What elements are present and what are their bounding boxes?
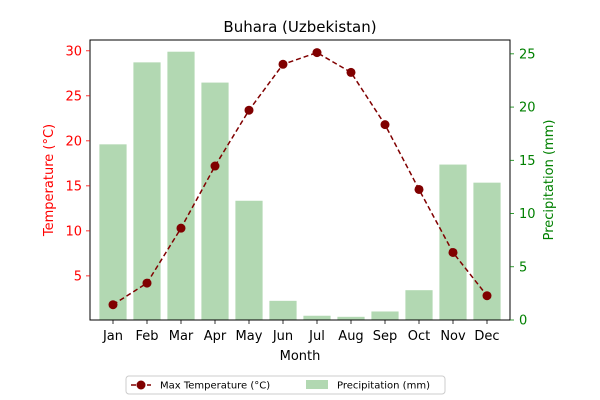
right-tick-label-5: 5 <box>519 260 527 275</box>
precipitation-bar-jun <box>269 300 297 320</box>
x-axis-ticks: Jan Feb Mar Apr May Jun Jul Aug Sep Oct Nov Dec <box>102 320 500 344</box>
precipitation-bar-jan <box>99 144 127 320</box>
x-tick-label-jan: Jan <box>102 329 123 344</box>
temperature-point-may <box>244 105 254 115</box>
x-tick-label-aug: Aug <box>338 329 363 344</box>
precipitation-bar-mar <box>167 51 195 320</box>
temperature-point-aug <box>346 67 356 77</box>
precipitation-bar-nov <box>439 164 467 320</box>
temperature-series-line <box>112 51 488 306</box>
temperature-point-jan <box>108 300 118 310</box>
left-tick-label-30: 30 <box>65 44 82 59</box>
right-axis-ticks: 0 5 10 15 20 25 <box>510 47 536 329</box>
legend: Max Temperature (°C) Precipitation (mm) <box>125 375 446 395</box>
x-tick-label-jun: Jun <box>272 329 293 344</box>
right-tick-label-20: 20 <box>519 101 536 116</box>
precipitation-bar-may <box>235 200 263 320</box>
x-tick-label-may: May <box>236 329 263 344</box>
temperature-point-jun <box>278 59 288 69</box>
left-tick-label-20: 20 <box>65 134 82 149</box>
right-tick-label-15: 15 <box>519 154 536 169</box>
left-tick-label-5: 5 <box>74 269 82 284</box>
x-tick-label-jul: Jul <box>308 329 325 344</box>
precipitation-bar-sep <box>371 311 399 320</box>
chart-title: Buhara (Uzbekistan) <box>223 18 376 36</box>
x-tick-label-dec: Dec <box>474 329 499 344</box>
legend-label-precipitation: Precipitation (mm) <box>337 381 430 392</box>
left-tick-label-25: 25 <box>65 89 82 104</box>
precipitation-bar-oct <box>405 290 433 320</box>
temperature-point-apr <box>210 161 220 171</box>
plot-frame <box>89 39 511 321</box>
right-tick-label-0: 0 <box>519 314 527 329</box>
temperature-point-mar <box>176 223 186 233</box>
temperature-point-dec <box>482 291 492 301</box>
left-axis-ticks: 5 10 15 20 25 30 <box>65 44 90 284</box>
right-tick-label-25: 25 <box>519 47 536 62</box>
x-tick-label-apr: Apr <box>204 329 227 344</box>
legend-patch-precipitation <box>306 380 328 389</box>
precipitation-bar-feb <box>133 62 161 320</box>
precipitation-bars <box>99 51 501 321</box>
x-tick-label-sep: Sep <box>373 329 398 344</box>
precipitation-bar-apr <box>201 82 229 321</box>
temperature-point-jul <box>312 48 322 58</box>
precipitation-bar-aug <box>337 316 365 320</box>
x-axis-label: Month <box>280 349 321 364</box>
left-tick-label-10: 10 <box>65 224 82 239</box>
temperature-point-nov <box>448 247 458 257</box>
temperature-line <box>108 48 492 310</box>
legend-label-temperature: Max Temperature (°C) <box>160 381 270 392</box>
x-tick-label-mar: Mar <box>169 329 194 344</box>
temperature-point-sep <box>380 120 390 130</box>
right-axis-label: Precipitation (mm) <box>542 120 557 241</box>
x-tick-label-nov: Nov <box>440 329 466 344</box>
legend-box <box>125 375 446 395</box>
temperature-point-oct <box>414 184 424 194</box>
left-tick-label-15: 15 <box>65 179 82 194</box>
left-axis-label: Temperature (°C) <box>42 124 57 237</box>
x-tick-label-feb: Feb <box>135 329 158 344</box>
right-tick-label-10: 10 <box>519 207 536 222</box>
temperature-point-feb <box>142 278 152 288</box>
x-tick-label-oct: Oct <box>408 329 430 344</box>
legend-dot-marker <box>136 380 146 390</box>
precipitation-bar-jul <box>303 315 331 320</box>
